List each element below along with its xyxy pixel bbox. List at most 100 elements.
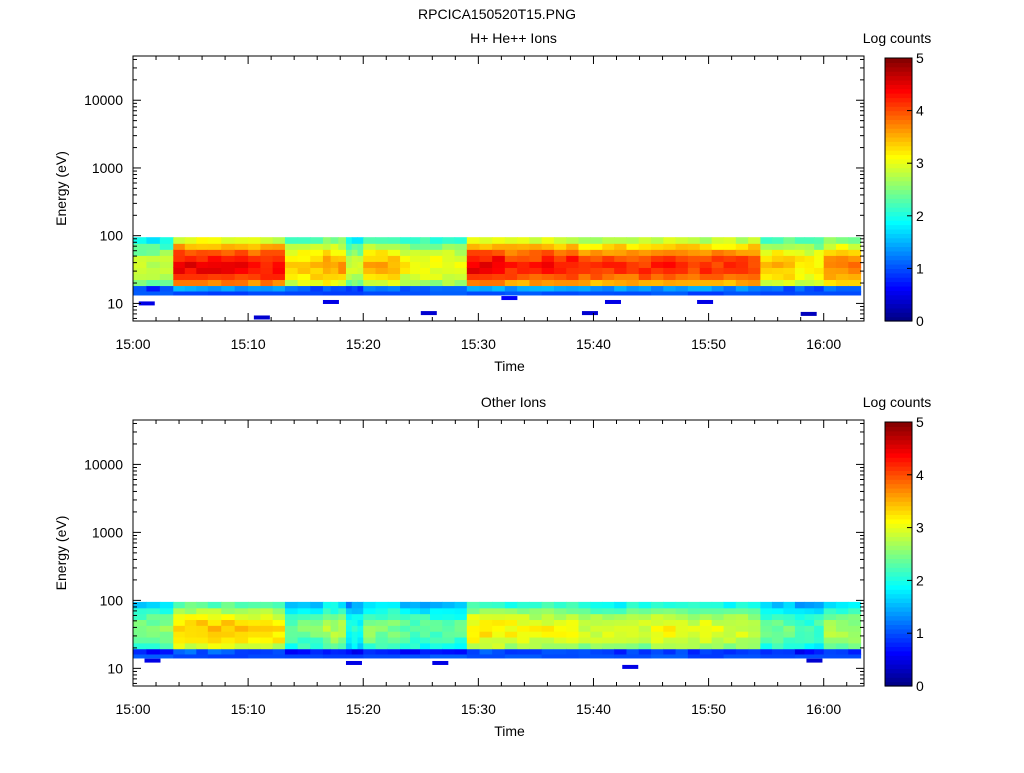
heatmap-cell [675,601,689,609]
colorbar-gradient-step [885,576,912,581]
x-tick-label: 15:20 [346,701,381,717]
heatmap-cell [272,273,286,281]
heatmap-cell [699,249,713,256]
heatmap-cell [173,249,186,256]
heatmap-cell [541,291,580,296]
heatmap-cell [322,654,347,659]
heatmap-cell [804,237,815,244]
heatmap-cell [345,613,353,621]
heatmap-cell [363,279,377,287]
heatmap-cell [590,237,603,244]
heatmap-cell [442,249,456,256]
heatmap-cell [133,619,148,626]
heatmap-cell [330,249,339,256]
heatmap-cell [184,237,197,244]
heatmap-cell [248,601,261,609]
heatmap-cell [687,237,701,244]
heatmap-cell [699,267,713,274]
heatmap-cell [375,279,389,287]
heatmap-cell [651,279,664,287]
heatmap-cell [454,273,468,281]
heatmap-cell [529,261,543,268]
heatmap-cell [454,619,468,626]
x-tick-label: 15:00 [115,336,150,352]
heatmap-cell [442,642,456,650]
heatmap-cell [442,613,456,621]
heatmap-cell [466,648,481,656]
heatmap-cell [184,279,197,287]
heatmap-cell [133,613,148,621]
heatmap-cell [723,607,737,615]
heatmap-cell [345,261,353,268]
heatmap-cell [566,237,580,244]
heatmap-cell [735,243,749,250]
heatmap-cell [420,285,431,293]
heatmap-cell [699,243,713,250]
heatmap-cell [207,607,222,615]
heatmap-cell [760,601,773,609]
heatmap-cell [687,267,701,274]
heatmap-cell [848,619,862,626]
heatmap-cell [699,642,713,650]
heatmap-cell [351,237,359,244]
heatmap-cell [420,243,431,250]
heatmap-cell [420,636,431,644]
colorbar-gradient-step [885,312,912,318]
heatmap-cell [492,613,506,621]
heatmap-cell [735,261,749,268]
heatmap-cell [297,285,311,293]
heatmap-cell [248,243,261,250]
heatmap-cell [590,249,603,256]
heatmap-cell [529,619,543,626]
heatmap-cell [590,625,603,632]
heatmap-cell [351,267,359,274]
colorbar-gradient-step [885,496,912,502]
heatmap-cell [357,613,364,621]
heatmap-cell [420,311,437,316]
heatmap-cell [675,261,689,268]
heatmap-cell [687,273,701,281]
heatmap-cell [284,625,299,632]
heatmap-cell [133,654,174,659]
heatmap-cell [442,285,456,293]
heatmap-cell [614,601,628,609]
heatmap-cell [735,249,749,256]
heatmap-cell [638,249,652,256]
heatmap-cell [578,607,592,615]
heatmap-cell [771,249,785,256]
colorbar-gradient-step [885,242,912,248]
heatmap-cell [783,243,796,250]
heatmap-cell [330,243,339,250]
heatmap-cell [466,267,481,274]
heatmap-cell [504,237,518,244]
heatmap-cell [442,625,456,632]
heatmap-cell [330,273,339,281]
heatmap-cell [297,279,311,287]
heatmap-cell [272,285,286,293]
colorbar-gradient-step [885,294,912,300]
heatmap-cell [823,237,837,244]
heatmap-cell [363,273,377,281]
colorbar-tick-label: 4 [916,467,924,483]
heatmap-cell [184,648,197,656]
heatmap-cell [357,619,364,626]
heatmap-cell [578,648,592,656]
heatmap-cell [735,607,749,615]
heatmap-cell [221,619,236,626]
heatmap-cell [638,237,652,244]
heatmap-cell [626,273,640,281]
heatmap-cell [207,619,222,626]
heatmap-cell [430,273,443,281]
colorbar-gradient-step [885,650,912,656]
heatmap-cell [578,642,592,650]
colorbar-gradient-step [885,220,912,226]
colorbar-label: Log counts [863,30,932,46]
heatmap-cell [541,648,555,656]
heatmap-cell [479,625,493,632]
heatmap-cell [578,249,592,256]
colorbar-gradient-step [885,290,912,296]
heatmap-cell [748,267,761,274]
heatmap-cell [823,636,837,644]
heatmap-cell [363,291,401,296]
heatmap-cell [338,631,347,638]
